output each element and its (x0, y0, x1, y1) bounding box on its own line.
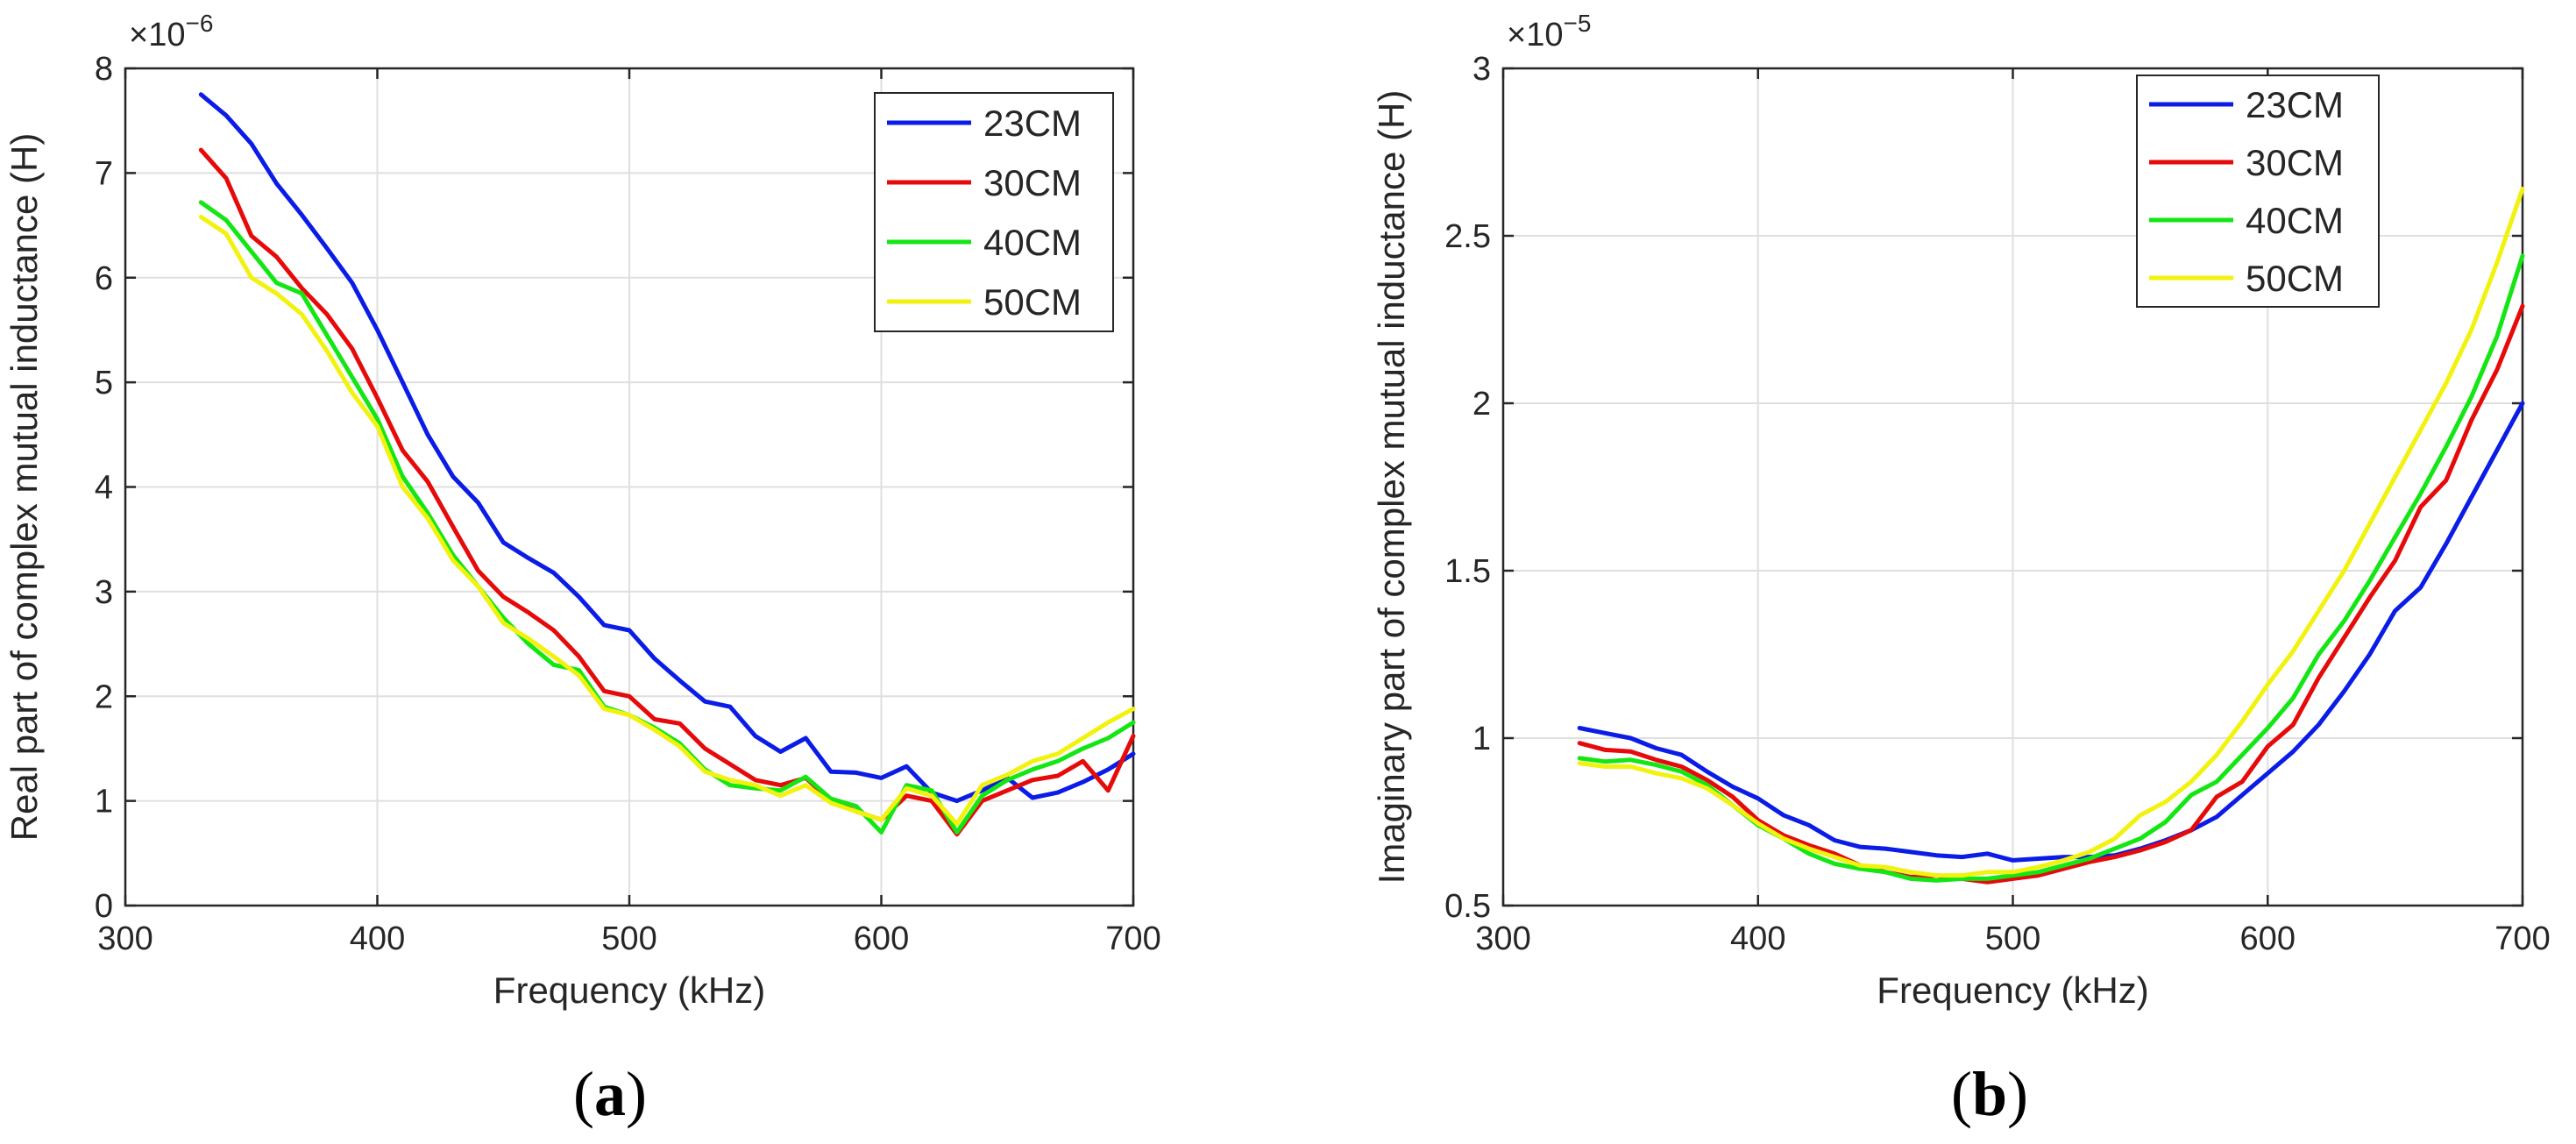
panel-a-xtick-label-600: 600 (854, 920, 909, 957)
panel-b-xtick-label-300: 300 (1475, 920, 1530, 957)
panel-b-legend-box (2136, 75, 2380, 308)
panel-b-ytick-label-2_5: 2.5 (1444, 218, 1491, 255)
panel-a-label: (a) (573, 1059, 647, 1129)
panel-a-x-axis-label: Frequency (kHz) (493, 970, 765, 1011)
panel-a-ytick-label-5: 5 (95, 365, 113, 401)
panel-a-axes: 300 400 500 600 700 0 1 2 3 4 5 6 7 8 ×10−6 Frequency (… (4, 10, 1161, 1011)
panel-a-xtick-label-300: 300 (97, 920, 153, 957)
panel-a-y-axis-label: Real part of complex mutual inductance (… (4, 133, 45, 842)
panel-a-axis-exponent: ×10−6 (129, 10, 213, 53)
panel-a-legend: 23CM 30CM 40CM 50CM (874, 92, 1114, 332)
panel-a-series-30cm (198, 147, 1136, 837)
panel-b-series-23cm (1577, 401, 2525, 863)
panel-b-y-axis-label: Imaginary part of complex mutual inducta… (1371, 90, 1412, 885)
panel-a-ytick-label-8: 8 (95, 51, 113, 88)
panel-a-legend-label-23cm: 23CM (983, 103, 1082, 144)
panel-a-series (198, 92, 1136, 837)
panel-a-ytick-label-2: 2 (95, 679, 113, 715)
panel-a-legend-label-40cm: 40CM (983, 222, 1082, 263)
panel-a-chart: 300 400 500 600 700 0 1 2 3 4 5 6 7 8 ×10−6 Frequency (… (4, 10, 1161, 1011)
panel-b-series-50cm (1577, 187, 2525, 878)
panel-b-axis-exponent: ×10−5 (1507, 10, 1591, 53)
panel-b-xtick-label-500: 500 (1985, 920, 2040, 957)
panel-b-ytick-label-2: 2 (1473, 386, 1491, 423)
panel-a-series-50cm (198, 215, 1136, 827)
panel-b-axes: 300 400 500 600 700 0.5 1 1.5 2 2.5 3 ×10−5 Frequenc… (1371, 10, 2551, 1011)
panel-a-xtick-label-700: 700 (1105, 920, 1160, 957)
panel-a-legend-box (874, 92, 1114, 332)
panel-b-series-30cm (1577, 303, 2525, 885)
panel-a-ytick-label-3: 3 (95, 574, 113, 611)
panel-b-xtick-label-600: 600 (2240, 920, 2296, 957)
panel-b-label: (b) (1951, 1059, 2028, 1129)
panel-a-ytick-label-7: 7 (95, 155, 113, 192)
panel-a-ytick-label-1: 1 (95, 784, 113, 821)
panel-b-xtick-label-700: 700 (2494, 920, 2550, 957)
panel-b-series (1577, 187, 2525, 885)
panel-a-xtick-label-500: 500 (601, 920, 656, 957)
panel-b-ytick-label-1: 1 (1473, 721, 1491, 757)
panel-b-legend-label-40cm: 40CM (2246, 200, 2344, 241)
panel-a-exponent-base: ×10 (129, 17, 185, 53)
panel-a-xtick-label-400: 400 (350, 920, 405, 957)
panel-a-exponent-power: −6 (185, 10, 213, 37)
panel-b-legend-label-50cm: 50CM (2246, 258, 2344, 299)
panel-b-xtick-label-400: 400 (1730, 920, 1785, 957)
panel-a-ytick-label-6: 6 (95, 260, 113, 297)
panel-a-legend-label-50cm: 50CM (983, 281, 1082, 323)
panel-a-legend-label-30cm: 30CM (983, 162, 1082, 203)
panel-b-exponent-base: ×10 (1507, 17, 1563, 53)
panel-b-legend-label-30cm: 30CM (2246, 142, 2344, 183)
panel-b-x-axis-label: Frequency (kHz) (1877, 970, 2148, 1011)
panel-b-legend-label-23cm: 23CM (2246, 84, 2344, 125)
panel-b-ytick-label-1_5: 1.5 (1444, 553, 1491, 590)
panel-b-legend: 23CM 30CM 40CM 50CM (2136, 75, 2380, 308)
panel-b-chart: 300 400 500 600 700 0.5 1 1.5 2 2.5 3 ×10−5 Frequenc… (1371, 10, 2551, 1011)
panel-a-ytick-label-0: 0 (95, 888, 113, 925)
panel-b-exponent-power: −5 (1563, 10, 1591, 37)
panel-a-ytick-label-4: 4 (95, 470, 113, 507)
panel-b-ytick-label-0_5: 0.5 (1444, 888, 1491, 925)
panel-b-ytick-label-3: 3 (1473, 51, 1491, 88)
